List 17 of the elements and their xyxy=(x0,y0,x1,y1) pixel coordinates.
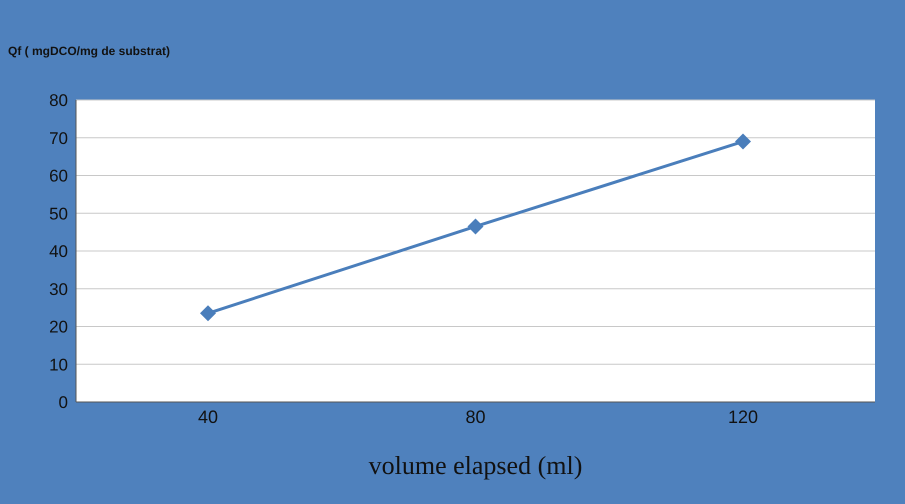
y-tick-label: 70 xyxy=(49,128,68,148)
y-tick-label: 40 xyxy=(49,242,68,262)
x-tick-label: 80 xyxy=(465,406,486,427)
y-tick-label: 60 xyxy=(49,166,68,186)
y-tick-label: 10 xyxy=(49,355,68,374)
y-tick-label: 0 xyxy=(58,393,68,412)
y-tick-label: 80 xyxy=(49,91,68,110)
point xyxy=(200,305,216,322)
x-tick-label: 40 xyxy=(198,406,218,427)
y-axis-title: Qf ( mgDCO/mg de substrat) xyxy=(8,44,170,58)
x-tick-label: 120 xyxy=(728,406,758,427)
point xyxy=(468,218,484,234)
y-tick-label: 20 xyxy=(49,318,68,337)
y-tick-label: 30 xyxy=(49,280,68,299)
point xyxy=(735,134,751,150)
x-axis-title: volume elapsed (ml) xyxy=(368,451,582,480)
y-tick-label: 50 xyxy=(49,204,68,224)
